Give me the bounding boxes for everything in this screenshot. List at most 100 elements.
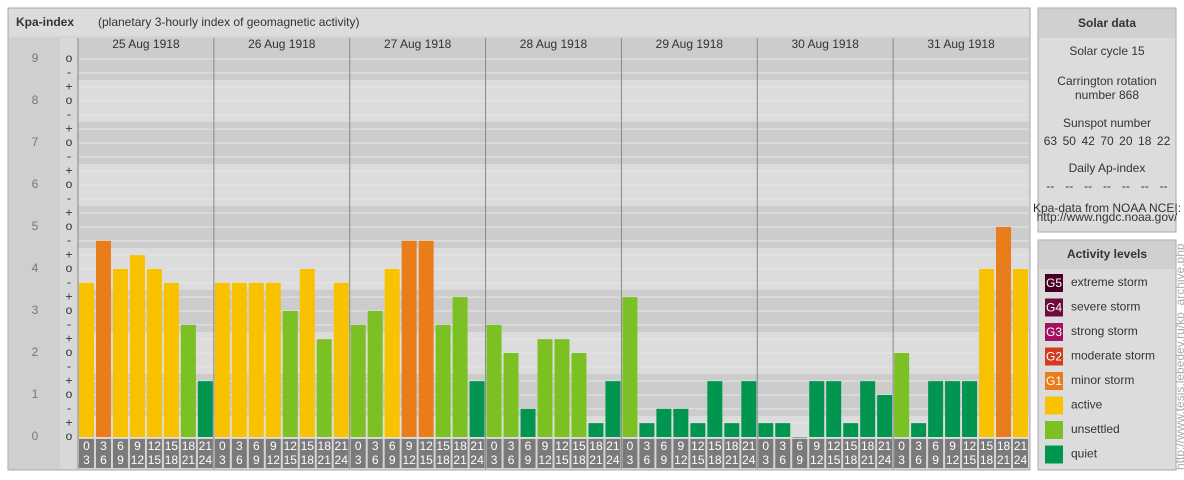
time-label: 15 — [165, 439, 179, 453]
time-label: 0 — [491, 439, 498, 453]
time-cell — [265, 439, 281, 468]
time-label: 15 — [708, 439, 722, 453]
time-label: 15 — [284, 453, 298, 467]
time-label: 24 — [742, 453, 756, 467]
time-label: 12 — [284, 439, 298, 453]
y-minor-label: o — [66, 303, 73, 317]
time-label: 24 — [878, 453, 892, 467]
bar — [877, 395, 893, 437]
levels-title: Activity levels — [1067, 247, 1147, 261]
time-cell — [792, 439, 808, 468]
time-label: 3 — [372, 439, 379, 453]
chart-subtitle: (planetary 3-hourly index of geomagnetic… — [98, 15, 359, 29]
time-label: 9 — [389, 453, 396, 467]
bar — [741, 381, 757, 437]
time-cell — [435, 439, 451, 468]
time-label: 6 — [236, 453, 243, 467]
bar — [571, 353, 587, 437]
ap-value: -- — [1160, 179, 1168, 193]
time-label: 18 — [844, 453, 858, 467]
time-label: 21 — [861, 453, 875, 467]
time-label: 12 — [538, 453, 552, 467]
y-minor-label: o — [66, 51, 73, 65]
bar — [316, 339, 332, 437]
bar — [214, 282, 230, 437]
ap-title: Daily Ap-index — [1069, 161, 1146, 175]
time-label: 12 — [827, 439, 841, 453]
time-label: 3 — [779, 439, 786, 453]
time-cell — [639, 439, 655, 468]
time-label: 3 — [491, 453, 498, 467]
y-minor-label: + — [65, 373, 72, 387]
time-label: 6 — [117, 439, 124, 453]
time-cell — [707, 439, 723, 468]
bar — [554, 339, 570, 437]
level-badge: G1 — [1046, 374, 1062, 388]
time-label: 6 — [525, 439, 532, 453]
bar — [928, 381, 944, 437]
time-cell — [537, 439, 553, 468]
bar — [333, 282, 349, 437]
bar — [724, 423, 740, 437]
time-cell — [826, 439, 842, 468]
y-minor-label: - — [67, 233, 71, 247]
bar — [588, 423, 604, 437]
time-cell — [384, 439, 400, 468]
time-label: 6 — [779, 453, 786, 467]
time-label: 3 — [236, 439, 243, 453]
solar-title: Solar data — [1078, 16, 1136, 30]
time-label: 15 — [827, 453, 841, 467]
time-label: 15 — [691, 453, 705, 467]
y-minor-label: o — [66, 177, 73, 191]
time-label: 21 — [606, 439, 620, 453]
bar — [962, 381, 978, 437]
time-cell — [418, 439, 434, 468]
time-label: 12 — [691, 439, 705, 453]
bar — [605, 381, 621, 437]
time-cell — [690, 439, 706, 468]
bar — [673, 408, 689, 437]
time-cell — [945, 439, 961, 468]
time-cell — [894, 439, 910, 468]
bar — [452, 297, 468, 437]
time-cell — [333, 439, 349, 468]
day-label: 29 Aug 1918 — [656, 37, 724, 51]
time-label: 6 — [389, 439, 396, 453]
bar — [350, 324, 366, 437]
y-minor-label: + — [65, 289, 72, 303]
time-label: 18 — [861, 439, 875, 453]
day-label: 31 Aug 1918 — [927, 37, 995, 51]
bar — [163, 282, 179, 437]
time-label: 6 — [372, 453, 379, 467]
time-cell — [79, 439, 94, 468]
y-minor-label: + — [65, 331, 72, 345]
day-label: 25 Aug 1918 — [112, 37, 180, 51]
solar-panel — [1037, 7, 1177, 233]
level-label: extreme storm — [1071, 275, 1148, 289]
time-label: 18 — [165, 453, 179, 467]
solar-header — [1039, 9, 1175, 38]
y-tick-label: 4 — [32, 261, 39, 275]
time-label: 24 — [1014, 453, 1028, 467]
time-cell — [146, 439, 162, 468]
y-tick-label: 6 — [32, 177, 39, 191]
time-label: 21 — [182, 453, 196, 467]
time-label: 21 — [878, 439, 892, 453]
bar — [707, 381, 723, 437]
time-label: 9 — [949, 439, 956, 453]
bar — [860, 381, 876, 437]
time-label: 6 — [661, 439, 668, 453]
y-minor-label: + — [65, 79, 72, 93]
time-label: 3 — [644, 439, 651, 453]
time-cell — [486, 439, 502, 468]
sunspot-number: 50 — [1063, 134, 1077, 148]
time-cell — [299, 439, 315, 468]
y-minor-label: - — [67, 65, 71, 79]
time-label: 9 — [932, 453, 939, 467]
time-label: 18 — [436, 453, 450, 467]
time-cell — [129, 439, 145, 468]
time-label: 3 — [219, 453, 226, 467]
y-minor-label: o — [66, 219, 73, 233]
time-label: 9 — [796, 453, 803, 467]
time-label: 0 — [219, 439, 226, 453]
